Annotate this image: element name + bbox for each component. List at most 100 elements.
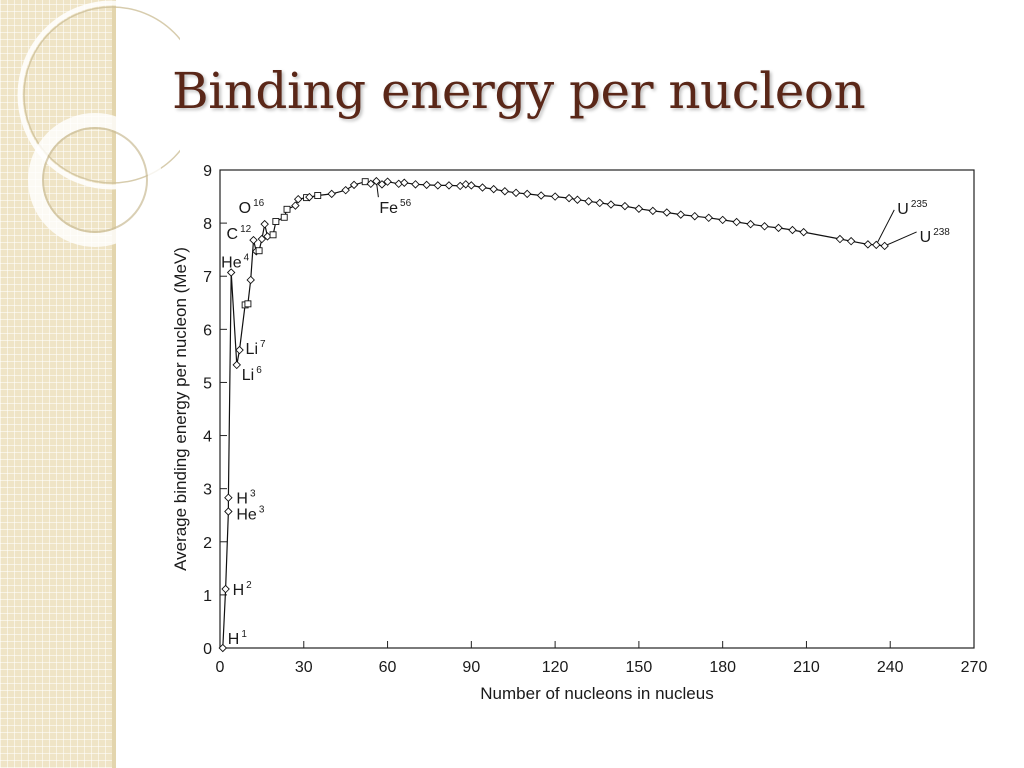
- data-point: [799, 227, 808, 237]
- y-tick-label: 4: [203, 429, 212, 446]
- data-point: [584, 197, 593, 206]
- data-point: [573, 195, 582, 204]
- data-point: [634, 204, 644, 214]
- data-point: [249, 235, 258, 245]
- data-point: [746, 219, 755, 229]
- isotope-symbol: C: [227, 226, 239, 243]
- side-panel-edge: [112, 0, 116, 768]
- data-point: [293, 194, 303, 204]
- x-tick-label: 0: [216, 659, 225, 676]
- data-point: [377, 180, 387, 189]
- isotope-label: C 12: [227, 224, 252, 243]
- data-point: [226, 268, 236, 277]
- decorative-rings: [17, 0, 180, 247]
- binding-energy-curve: [222, 180, 885, 649]
- data-point: [522, 189, 532, 199]
- data-point: [676, 210, 686, 219]
- data-point: [411, 180, 420, 189]
- data-point: [500, 187, 510, 196]
- y-tick-label: 8: [203, 216, 212, 233]
- isotope-symbol: He: [221, 255, 242, 272]
- isotope-symbol: U: [897, 201, 909, 218]
- decorative-ring-large: [17, 0, 180, 190]
- isotope-symbol: H: [233, 582, 245, 599]
- isotope-mass-number: 56: [400, 198, 412, 209]
- data-point: [383, 177, 392, 186]
- data-point: [846, 236, 856, 246]
- data-point: [662, 208, 672, 217]
- data-point: [224, 507, 233, 516]
- data-point: [760, 222, 769, 231]
- data-point: [305, 192, 314, 202]
- y-tick-label: 3: [203, 482, 212, 499]
- data-point: [235, 345, 244, 355]
- data-point: [489, 184, 498, 194]
- x-tick-label: 240: [877, 659, 904, 676]
- data-point: [246, 275, 255, 285]
- x-tick-label: 270: [961, 659, 988, 676]
- isotope-mass-number: 3: [250, 489, 256, 500]
- isotope-mass-number: 4: [244, 253, 250, 264]
- data-point: [461, 180, 470, 189]
- data-point: [280, 213, 288, 221]
- y-tick-label: 0: [203, 641, 212, 658]
- data-point: [704, 213, 713, 223]
- y-axis-ticks: 0 1 2 3 4 5 6 7 8 9: [203, 163, 227, 658]
- isotope-label: Li 6: [242, 365, 262, 384]
- x-tick-label: 150: [626, 659, 653, 676]
- isotope-mass-number: 1: [241, 629, 247, 640]
- isotope-mass-number: 16: [253, 198, 265, 209]
- isotope-label: He 3: [236, 505, 264, 524]
- x-axis-ticks: 0 30 60 90 120 150 180 210 240 270: [216, 641, 988, 676]
- y-tick-label: 5: [203, 375, 212, 392]
- data-point: [690, 211, 699, 221]
- isotope-label: Li 7: [246, 339, 266, 358]
- isotope-mass-number: 3: [259, 505, 265, 516]
- y-tick-label: 6: [203, 322, 212, 339]
- data-point: [260, 219, 269, 229]
- x-tick-label: 90: [462, 659, 480, 676]
- data-point: [255, 247, 263, 255]
- y-tick-label: 9: [203, 163, 212, 180]
- data-point: [244, 300, 252, 308]
- data-point: [422, 180, 431, 190]
- isotope-label: O 16: [239, 198, 265, 217]
- data-point: [400, 178, 409, 187]
- data-point: [550, 192, 560, 201]
- data-point: [218, 643, 228, 653]
- isotope-label: Fe 56: [379, 198, 411, 217]
- data-point: [327, 189, 336, 199]
- data-point-markers: [218, 176, 889, 653]
- y-tick-label: 1: [203, 588, 212, 605]
- data-point: [732, 217, 741, 227]
- data-point: [269, 231, 277, 239]
- x-tick-label: 30: [295, 659, 313, 676]
- annotation-leader-line: [875, 209, 895, 246]
- x-tick-label: 210: [793, 659, 820, 676]
- data-point: [872, 240, 881, 250]
- isotope-mass-number: 2: [246, 580, 252, 591]
- isotope-label: U 235: [897, 199, 928, 218]
- data-point: [595, 198, 605, 208]
- data-point: [467, 181, 476, 190]
- data-point: [366, 179, 376, 189]
- data-point: [835, 234, 845, 244]
- x-tick-label: 60: [379, 659, 397, 676]
- data-point: [774, 223, 783, 233]
- data-point: [257, 234, 267, 244]
- data-point: [718, 215, 727, 225]
- data-point: [314, 192, 322, 199]
- y-tick-label: 2: [203, 535, 212, 552]
- isotope-mass-number: 238: [933, 227, 950, 238]
- x-tick-label: 180: [709, 659, 736, 676]
- isotope-label: U 238: [920, 227, 951, 246]
- y-axis-label: Average binding energy per nucleon (MeV): [171, 247, 190, 571]
- isotope-mass-number: 12: [240, 224, 252, 235]
- decorative-ring-small-shadow: [42, 127, 148, 233]
- isotope-label: He 4: [221, 253, 249, 272]
- data-point: [444, 181, 454, 190]
